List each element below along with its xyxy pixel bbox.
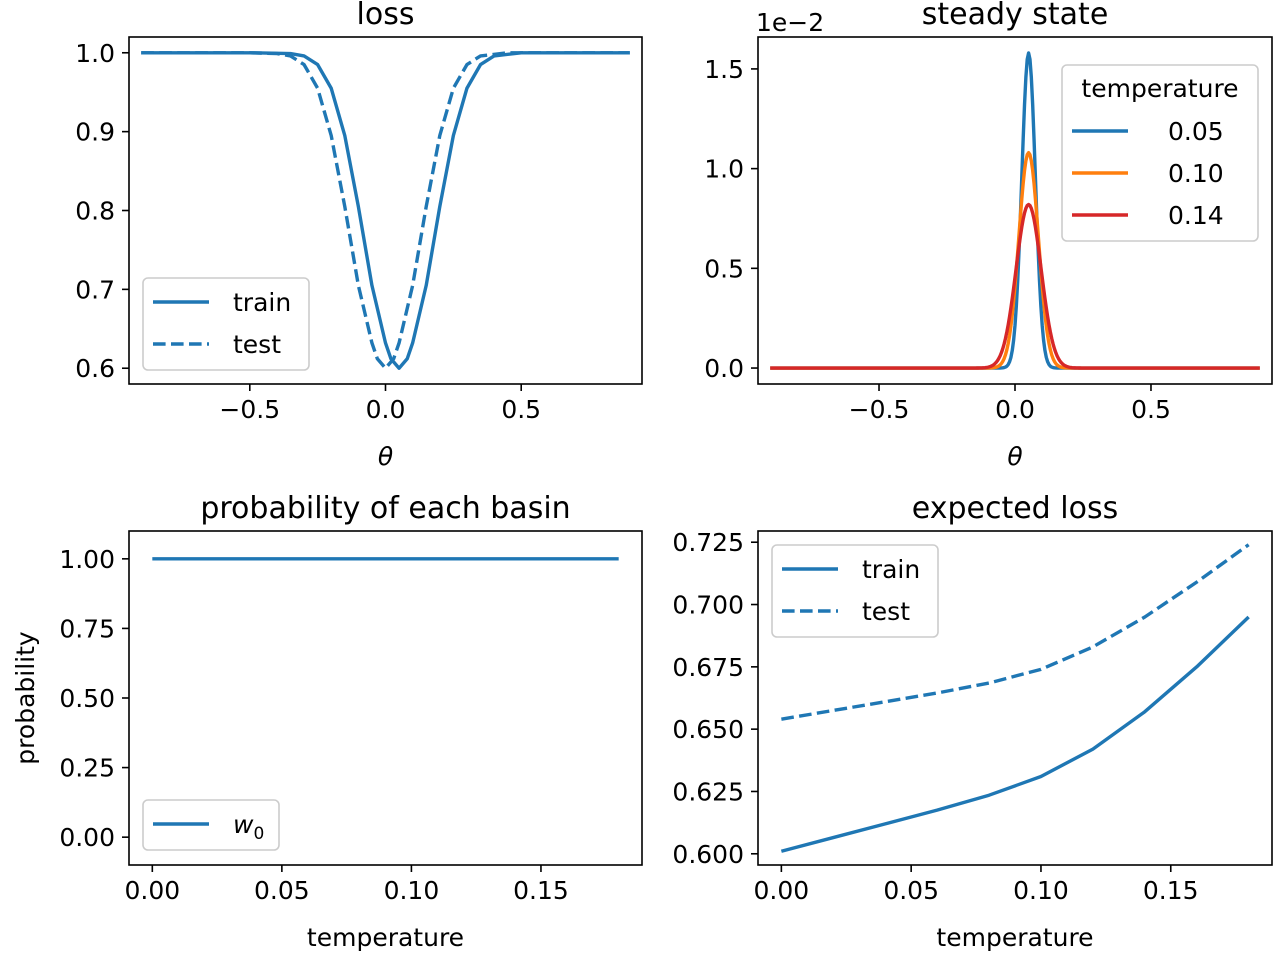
y-tick-label: 0.625 bbox=[672, 777, 744, 806]
subplot-0: −0.5 0.0 0.5 0.6 0.7 0.8 0.9 1.0 loss θ train test bbox=[75, 0, 643, 471]
y-tick-label: 0.25 bbox=[59, 754, 115, 783]
x-axis-label: temperature bbox=[307, 923, 464, 952]
series-train-line bbox=[780, 615, 1250, 853]
y-tick-label: 0.5 bbox=[704, 254, 744, 283]
y-tick-label: 1.0 bbox=[704, 155, 744, 184]
y-tick-label: 0.700 bbox=[672, 591, 744, 620]
y-tick-label: 0.600 bbox=[672, 840, 744, 869]
legend: train test bbox=[771, 544, 939, 638]
x-axis-label: θ bbox=[1007, 442, 1022, 471]
y-tick-label: 0.0 bbox=[704, 354, 744, 383]
y-tick-label: 0.6 bbox=[75, 354, 115, 383]
x-axis-label: θ bbox=[378, 442, 393, 471]
subplot-3: 0.00 0.05 0.10 0.15 0.600 0.625 0.650 0.675 0.70… bbox=[672, 491, 1273, 952]
legend-label: 0.10 bbox=[1168, 159, 1224, 188]
legend: temperature 0.05 0.10 0.14 bbox=[1061, 64, 1259, 242]
x-tick-label: 0.5 bbox=[1131, 395, 1171, 424]
y-tick-label: 1.5 bbox=[704, 55, 744, 84]
x-tick-label: −0.5 bbox=[219, 395, 280, 424]
subplot-2: 0.00 0.05 0.10 0.15 0.00 0.25 0.50 0.75 1.00 prob… bbox=[11, 491, 643, 952]
y-tick-label: 0.75 bbox=[59, 614, 115, 643]
chart-title: steady state bbox=[922, 0, 1109, 32]
x-tick-label: 0.00 bbox=[124, 876, 180, 905]
legend-label: w0 bbox=[233, 810, 264, 844]
series-test-line bbox=[781, 543, 1250, 721]
legend: train test bbox=[142, 277, 310, 371]
x-tick-label: 0.15 bbox=[1143, 876, 1199, 905]
x-tick-label: 0.10 bbox=[384, 876, 440, 905]
axes-frame bbox=[757, 530, 1273, 866]
x-tick-label: −0.5 bbox=[849, 395, 910, 424]
legend-label: train bbox=[862, 555, 920, 584]
chart-title: expected loss bbox=[912, 491, 1118, 526]
x-tick-label: 0.15 bbox=[513, 876, 569, 905]
legend-label: 0.05 bbox=[1168, 117, 1224, 146]
series-train-line bbox=[141, 51, 630, 370]
y-tick-label: 0.675 bbox=[672, 653, 744, 682]
x-tick-label: 0.05 bbox=[883, 876, 939, 905]
y-tick-label: 0.8 bbox=[75, 197, 115, 226]
chart-title: loss bbox=[357, 0, 415, 32]
x-tick-label: 0.00 bbox=[754, 876, 810, 905]
legend: w0 bbox=[142, 799, 280, 851]
y-tick-label: 0.650 bbox=[672, 715, 744, 744]
y-tick-label: 0.00 bbox=[59, 823, 115, 852]
series-test-line bbox=[141, 51, 630, 370]
y-tick-label: 1.00 bbox=[59, 545, 115, 574]
x-axis-label: temperature bbox=[936, 923, 1093, 952]
y-tick-label: 0.9 bbox=[75, 118, 115, 147]
x-tick-label: 0.5 bbox=[501, 395, 541, 424]
y-axis-label: probability bbox=[11, 631, 40, 765]
legend-label: train bbox=[233, 288, 291, 317]
x-tick-label: 0.0 bbox=[366, 395, 406, 424]
series-0-14-line bbox=[769, 202, 1261, 370]
x-tick-label: 0.0 bbox=[995, 395, 1035, 424]
y-tick-label: 0.725 bbox=[672, 528, 744, 557]
legend-label: 0.14 bbox=[1168, 201, 1224, 230]
x-tick-label: 0.10 bbox=[1013, 876, 1069, 905]
y-tick-label: 1.0 bbox=[75, 39, 115, 68]
subplot-1: −0.5 0.0 0.5 0.0 0.5 1.0 1.5 steady state θ 1e−2 t… bbox=[704, 0, 1273, 471]
chart-title: probability of each basin bbox=[200, 491, 570, 526]
legend-label: test bbox=[233, 330, 281, 359]
legend-box bbox=[142, 799, 280, 851]
offset-text: 1e−2 bbox=[756, 8, 824, 37]
legend-box bbox=[1061, 64, 1259, 242]
legend-title: temperature bbox=[1081, 74, 1238, 103]
legend-label: test bbox=[862, 597, 910, 626]
x-tick-label: 0.05 bbox=[254, 876, 310, 905]
y-tick-label: 0.50 bbox=[59, 684, 115, 713]
y-tick-label: 0.7 bbox=[75, 275, 115, 304]
